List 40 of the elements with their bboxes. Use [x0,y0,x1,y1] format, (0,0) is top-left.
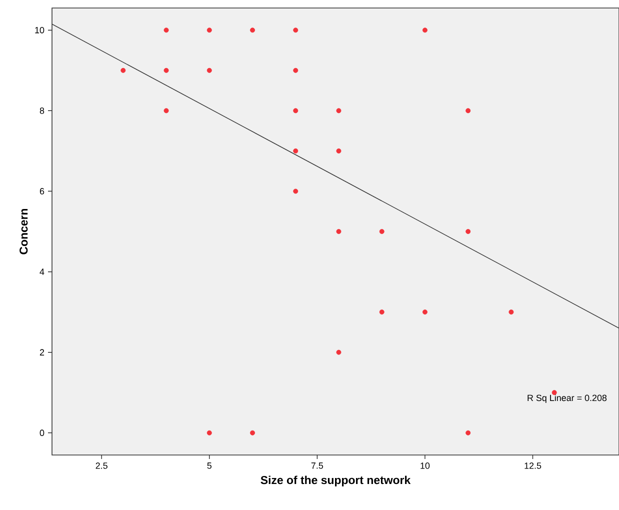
point [120,68,126,73]
point [466,108,471,114]
x-tick-label: 10 [420,462,430,469]
point [164,108,169,114]
point [206,430,212,436]
y-tick-label: 4 [40,268,44,275]
y-tick-label: 10 [35,26,44,34]
point [336,229,342,234]
point [422,310,428,315]
x-axis-title: Size of the support network [260,476,411,486]
y-tick-label: 2 [40,349,44,356]
y-tick-label: 6 [40,188,44,194]
point [250,28,255,33]
x-tick-label: 7.5 [311,462,324,469]
y-tick-label: 8 [40,108,44,114]
y-axis-title: Concern [20,208,28,254]
annotation: R Sq Linear = 0.208 [528,394,607,403]
point [379,310,384,315]
point [250,430,255,436]
x-tick-label: 12.5 [524,462,542,469]
point [293,148,298,154]
point [336,148,342,154]
x-tick-label: 2.5 [96,462,108,469]
point [336,350,342,355]
point [422,28,428,33]
point [206,28,212,33]
x-tick-label: 5 [207,462,212,469]
point [293,108,298,114]
point [164,28,169,33]
point [379,229,384,234]
point [293,188,298,194]
point [508,310,514,315]
y-tick-label: 0 [40,430,44,436]
point [293,28,298,33]
point [336,108,342,114]
point [293,68,298,73]
point [466,229,471,234]
point [164,68,169,73]
point [206,68,212,73]
point [466,430,471,436]
